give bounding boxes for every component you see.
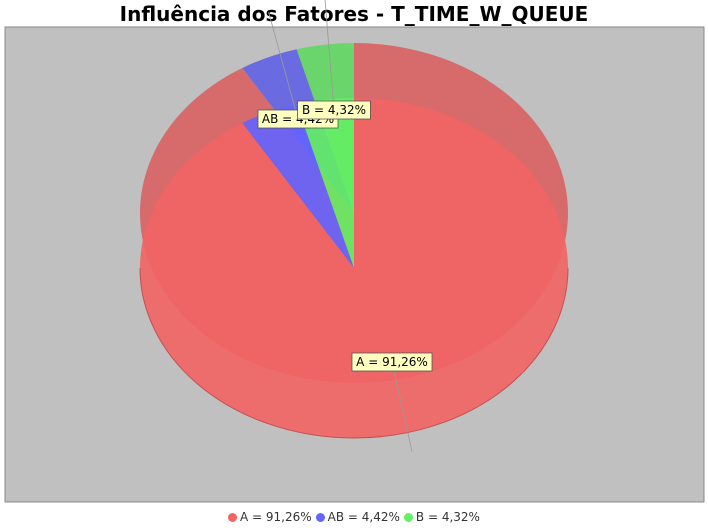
- legend-label: AB = 4,42%: [327, 510, 400, 524]
- data-label-text: B = 4,32%: [302, 103, 366, 117]
- label-leader-ab: [268, 11, 299, 120]
- data-label-box: [351, 352, 433, 372]
- legend-swatch: [315, 513, 325, 522]
- pie-slice-ab: [242, 104, 354, 268]
- pie-rim: [139, 267, 569, 439]
- pie-chart: A = 91,26%AB = 4,42%B = 4,32%: [4, 0, 705, 503]
- legend-swatch: [228, 513, 238, 522]
- data-label-text: A = 91,26%: [356, 355, 428, 369]
- legend: A = 91,26% AB = 4,42% B = 4,32%: [0, 510, 708, 524]
- label-leader-b: [324, 0, 335, 111]
- pie-slice-b: [296, 98, 354, 268]
- legend-label: A = 91,26%: [240, 510, 312, 524]
- legend-item-ab: AB = 4,42%: [315, 510, 400, 524]
- data-label-box: [297, 100, 371, 120]
- legend-swatch: [403, 513, 413, 522]
- data-label-b: B = 4,32%: [297, 100, 371, 120]
- legend-item-b: B = 4,32%: [403, 510, 480, 524]
- chart-title: Influência dos Fatores - T_TIME_W_QUEUE: [119, 2, 589, 26]
- legend-label: B = 4,32%: [415, 510, 480, 524]
- legend-item-a: A = 91,26%: [228, 510, 312, 524]
- label-leader-a: [391, 361, 413, 452]
- data-label-a: A = 91,26%: [351, 352, 433, 372]
- pie-slice-a: [140, 98, 569, 438]
